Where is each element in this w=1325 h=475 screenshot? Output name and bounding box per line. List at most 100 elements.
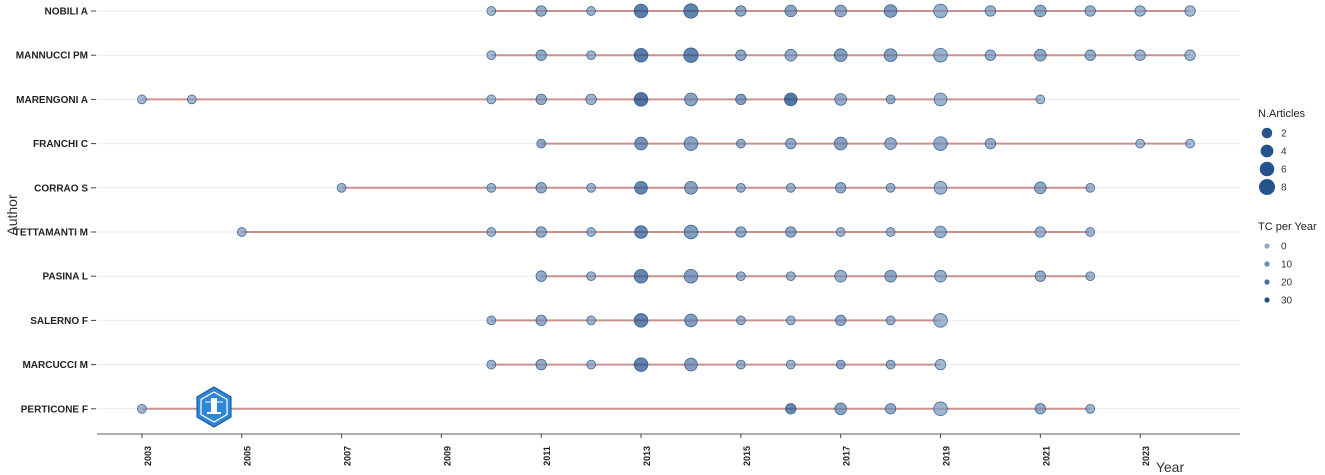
article-point [486,182,497,193]
article-point [835,359,846,370]
article-point [736,182,746,193]
article-point [834,269,847,283]
article-point [486,6,497,16]
article-point [684,357,698,372]
article-point [1085,403,1096,414]
article-point [885,227,896,237]
article-point [633,357,649,372]
article-point [984,49,997,61]
x-tick-label: 2013 [642,446,652,466]
x-tick-label: 2005 [243,446,253,466]
article-point [683,136,699,151]
article-point [535,93,547,106]
article-point [783,92,798,107]
article-point [683,47,699,63]
article-point [535,314,547,327]
legend-article-swatch [1259,179,1275,195]
article-point [684,92,698,107]
article-point [586,271,596,282]
legend-n-articles: N.Articles 2 4 6 8 [1258,108,1306,195]
article-point [785,359,796,370]
legend-article-label: 8 [1281,183,1287,194]
article-point [833,48,848,62]
author-label: NOBILI A [44,7,88,18]
legend-tc-swatch [1264,297,1270,303]
article-point [1034,4,1047,18]
article-point [933,181,948,195]
article-point [633,92,649,107]
article-point [735,93,747,106]
article-point [736,315,746,326]
article-point [586,50,596,61]
author-label: SALERNO F [30,316,88,327]
article-point [683,3,699,19]
article-point [835,227,846,237]
article-point [634,225,648,239]
legend-tc-label: 20 [1281,278,1293,289]
article-point [1134,49,1146,61]
article-point [535,5,547,17]
legend-article-label: 6 [1281,165,1287,176]
x-tick-label: 2023 [1141,446,1151,466]
article-point [486,315,497,326]
article-point [535,270,547,282]
author-labels: NOBILI A MANNUCCI PM MARENGONI A FRANCHI C C… [14,7,96,415]
x-tick-label: 2021 [1041,446,1051,466]
article-point [784,4,798,18]
article-point [1184,49,1196,61]
article-point [885,359,896,370]
article-point [336,182,347,193]
article-point [683,224,699,240]
legend-tc-swatch [1264,261,1270,267]
article-point [634,181,648,195]
article-point [884,269,897,283]
article-point [633,313,649,328]
article-point [486,50,497,61]
x-axis-title: Year [1156,459,1185,475]
x-tick-label: 2017 [842,446,852,466]
legend-tc-swatch [1264,279,1270,285]
article-point [934,358,947,371]
article-point [634,136,648,151]
article-point [1135,138,1146,149]
article-point [1084,49,1096,61]
article-point [535,358,547,371]
legend-article-swatch [1260,144,1274,158]
article-point [486,227,497,237]
article-point [933,401,948,417]
author-label: CORRAO S [34,183,88,194]
author-label: PERTICONE F [21,404,88,415]
article-point [137,94,147,105]
article-point [984,5,997,17]
article-point [834,93,847,106]
article-point [535,182,547,194]
article-point [735,49,747,61]
article-point [785,315,796,326]
legend-tc-swatch [1264,243,1270,249]
article-point [833,136,848,151]
article-point [784,48,798,62]
author-label: MANNUCCI PM [16,51,88,62]
legend-tc-per-year: TC per Year 0 10 20 30 [1258,221,1317,307]
article-point [885,182,896,193]
article-point [933,3,948,19]
article-point [684,181,698,195]
watermark-logo-icon [196,386,232,428]
article-point [883,4,898,18]
article-point [186,94,197,105]
article-point [486,94,497,105]
article-point [834,4,847,18]
article-point [984,137,997,150]
article-point [933,47,948,63]
legend-n-articles-title: N.Articles [1258,108,1306,120]
article-point [486,359,497,370]
article-point [785,182,796,193]
article-point [885,94,896,105]
article-point [536,138,547,149]
article-point [586,227,596,237]
author-label: FRANCHI C [33,139,88,150]
legend-article-swatch [1259,161,1275,177]
article-point [1034,226,1046,238]
article-point [137,403,147,414]
